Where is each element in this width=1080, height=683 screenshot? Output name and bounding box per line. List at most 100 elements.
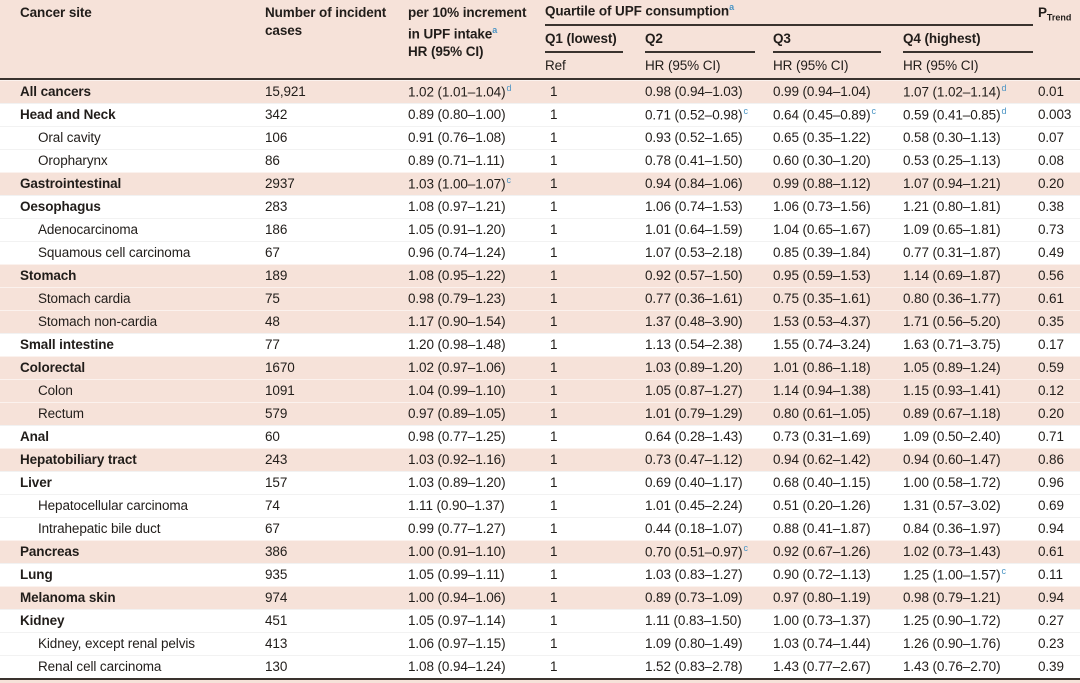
cell-q3-hr: 0.88 (0.41–1.87) <box>773 521 871 536</box>
cell-q2-hr: 0.89 (0.73–1.09) <box>645 590 743 605</box>
cell-incident-cases: 74 <box>265 498 280 513</box>
cell-q3-hr: 1.14 (0.94–1.38) <box>773 383 871 398</box>
cell-incident-cases: 189 <box>265 268 288 283</box>
cell-q2-hr: 0.64 (0.28–1.43) <box>645 429 743 444</box>
column-header-q4: Q4 (highest) <box>903 31 981 46</box>
cell-p-trend: 0.20 <box>1038 176 1064 191</box>
cell-cancer-site: Kidney <box>20 613 65 628</box>
column-header-q3: Q3 <box>773 31 791 46</box>
cell-q4-hr: 1.43 (0.76–2.70) <box>903 659 1001 674</box>
cell-incident-cases: 2937 <box>265 176 295 191</box>
table-row: Small intestine 77 1.20 (0.98–1.48) 1 1.… <box>0 333 1080 356</box>
cell-cancer-site: Pancreas <box>20 544 80 559</box>
cell-hr-per-10pct: 1.05 (0.99–1.11) <box>408 567 505 582</box>
cell-q4-hr: 0.89 (0.67–1.18) <box>903 406 1001 421</box>
cell-q2-hr: 1.07 (0.53–2.18) <box>645 245 743 260</box>
cell-q1-ref: 1 <box>550 84 558 99</box>
cell-p-trend: 0.27 <box>1038 613 1064 628</box>
table-header: Cancer site Number of incident cases per… <box>0 0 1080 80</box>
cell-p-trend: 0.56 <box>1038 268 1064 283</box>
cell-hr-per-10pct: 1.11 (0.90–1.37) <box>408 498 505 513</box>
cell-hr-per-10pct: 1.02 (1.01–1.04)d <box>408 83 512 100</box>
cell-q1-ref: 1 <box>550 291 558 306</box>
cell-q2-hr: 0.98 (0.94–1.03) <box>645 84 743 99</box>
cell-incident-cases: 413 <box>265 636 288 651</box>
q3-underline <box>773 51 881 53</box>
table-row: Renal cell carcinoma 130 1.08 (0.94–1.24… <box>0 655 1080 678</box>
cell-q4-hr: 0.59 (0.41–0.85)d <box>903 106 1007 123</box>
column-header-per10-increment: per 10% increment in UPF intakea HR (95%… <box>408 4 536 60</box>
cell-q3-hr: 0.99 (0.88–1.12) <box>773 176 871 191</box>
cell-p-trend: 0.23 <box>1038 636 1064 651</box>
table-row: Stomach non-cardia 48 1.17 (0.90–1.54) 1… <box>0 310 1080 333</box>
table-row: Colon 1091 1.04 (0.99–1.10) 1 1.05 (0.87… <box>0 379 1080 402</box>
cell-incident-cases: 451 <box>265 613 288 628</box>
cell-q2-hr: 1.05 (0.87–1.27) <box>645 383 743 398</box>
cell-q4-hr: 0.84 (0.36–1.97) <box>903 521 1001 536</box>
cell-q1-ref: 1 <box>550 314 558 329</box>
cell-p-trend: 0.17 <box>1038 337 1064 352</box>
table-row: Oesophagus 283 1.08 (0.97–1.21) 1 1.06 (… <box>0 195 1080 218</box>
cell-hr-per-10pct: 0.99 (0.77–1.27) <box>408 521 506 536</box>
cell-q1-ref: 1 <box>550 567 558 582</box>
cell-q1-ref: 1 <box>550 130 558 145</box>
cell-p-trend: 0.69 <box>1038 498 1064 513</box>
cell-hr-per-10pct: 0.97 (0.89–1.05) <box>408 406 506 421</box>
cell-q3-hr: 0.73 (0.31–1.69) <box>773 429 871 444</box>
cell-hr-per-10pct: 0.96 (0.74–1.24) <box>408 245 506 260</box>
cell-q1-ref: 1 <box>550 429 558 444</box>
table-row: Oropharynx 86 0.89 (0.71–1.11) 1 0.78 (0… <box>0 149 1080 172</box>
cell-hr-per-10pct: 1.05 (0.91–1.20) <box>408 222 506 237</box>
cell-incident-cases: 974 <box>265 590 288 605</box>
column-header-q1: Q1 (lowest) <box>545 31 617 46</box>
cell-hr-per-10pct: 0.98 (0.77–1.25) <box>408 429 506 444</box>
cell-p-trend: 0.35 <box>1038 314 1064 329</box>
cell-cancer-site: Adenocarcinoma <box>38 222 138 237</box>
p-label: P <box>1038 5 1047 20</box>
cell-p-trend: 0.61 <box>1038 544 1064 559</box>
cell-cancer-site: All cancers <box>20 84 91 99</box>
cell-hr-per-10pct: 1.20 (0.98–1.48) <box>408 337 506 352</box>
cell-hr-per-10pct: 1.08 (0.95–1.22) <box>408 268 506 283</box>
cell-q3-hr: 0.51 (0.20–1.26) <box>773 498 871 513</box>
cell-cancer-site: Head and Neck <box>20 107 116 122</box>
cell-incident-cases: 15,921 <box>265 84 306 99</box>
cell-q2-hr: 0.44 (0.18–1.07) <box>645 521 743 536</box>
q1-ref-label: Ref <box>545 58 566 73</box>
cell-hr-per-10pct: 1.00 (0.91–1.10) <box>408 544 506 559</box>
cell-q4-hr: 1.15 (0.93–1.41) <box>903 383 1001 398</box>
column-header-p-trend: PTrend <box>1038 5 1071 23</box>
cell-q3-hr: 1.01 (0.86–1.18) <box>773 360 871 375</box>
cell-q1-ref: 1 <box>550 268 558 283</box>
footnote-marker-a: a <box>729 2 735 12</box>
cell-q3-hr: 0.68 (0.40–1.15) <box>773 475 871 490</box>
cell-q1-ref: 1 <box>550 521 558 536</box>
footnote-marker-a: a <box>492 24 498 35</box>
cell-incident-cases: 1670 <box>265 360 295 375</box>
cell-q1-ref: 1 <box>550 590 558 605</box>
cell-q4-hr: 1.02 (0.73–1.43) <box>903 544 1001 559</box>
cell-incident-cases: 342 <box>265 107 288 122</box>
cell-hr-per-10pct: 1.04 (0.99–1.10) <box>408 383 506 398</box>
cell-cancer-site: Squamous cell carcinoma <box>38 245 191 260</box>
cell-q4-hr: 1.09 (0.50–2.40) <box>903 429 1001 444</box>
cell-p-trend: 0.01 <box>1038 84 1064 99</box>
cell-cancer-site: Oesophagus <box>20 199 101 214</box>
cell-cancer-site: Oropharynx <box>38 153 108 168</box>
q4-underline <box>903 51 1033 53</box>
cell-q4-hr: 0.58 (0.30–1.13) <box>903 130 1001 145</box>
cell-q4-hr: 1.07 (1.02–1.14)d <box>903 83 1007 100</box>
cell-q1-ref: 1 <box>550 544 558 559</box>
cell-q2-hr: 1.01 (0.79–1.29) <box>645 406 743 421</box>
cell-q2-hr: 0.71 (0.52–0.98)c <box>645 106 748 123</box>
cell-cancer-site: Hepatocellular carcinoma <box>38 498 188 513</box>
cell-q4-hr: 1.00 (0.58–1.72) <box>903 475 1001 490</box>
cell-cancer-site: Lung <box>20 567 53 582</box>
cell-incident-cases: 130 <box>265 659 288 674</box>
cell-q2-hr: 0.93 (0.52–1.65) <box>645 130 743 145</box>
cell-q2-hr: 1.01 (0.64–1.59) <box>645 222 743 237</box>
table-row: Intrahepatic bile duct 67 0.99 (0.77–1.2… <box>0 517 1080 540</box>
cell-p-trend: 0.73 <box>1038 222 1064 237</box>
cell-q3-hr: 0.90 (0.72–1.13) <box>773 567 871 582</box>
cell-q1-ref: 1 <box>550 360 558 375</box>
